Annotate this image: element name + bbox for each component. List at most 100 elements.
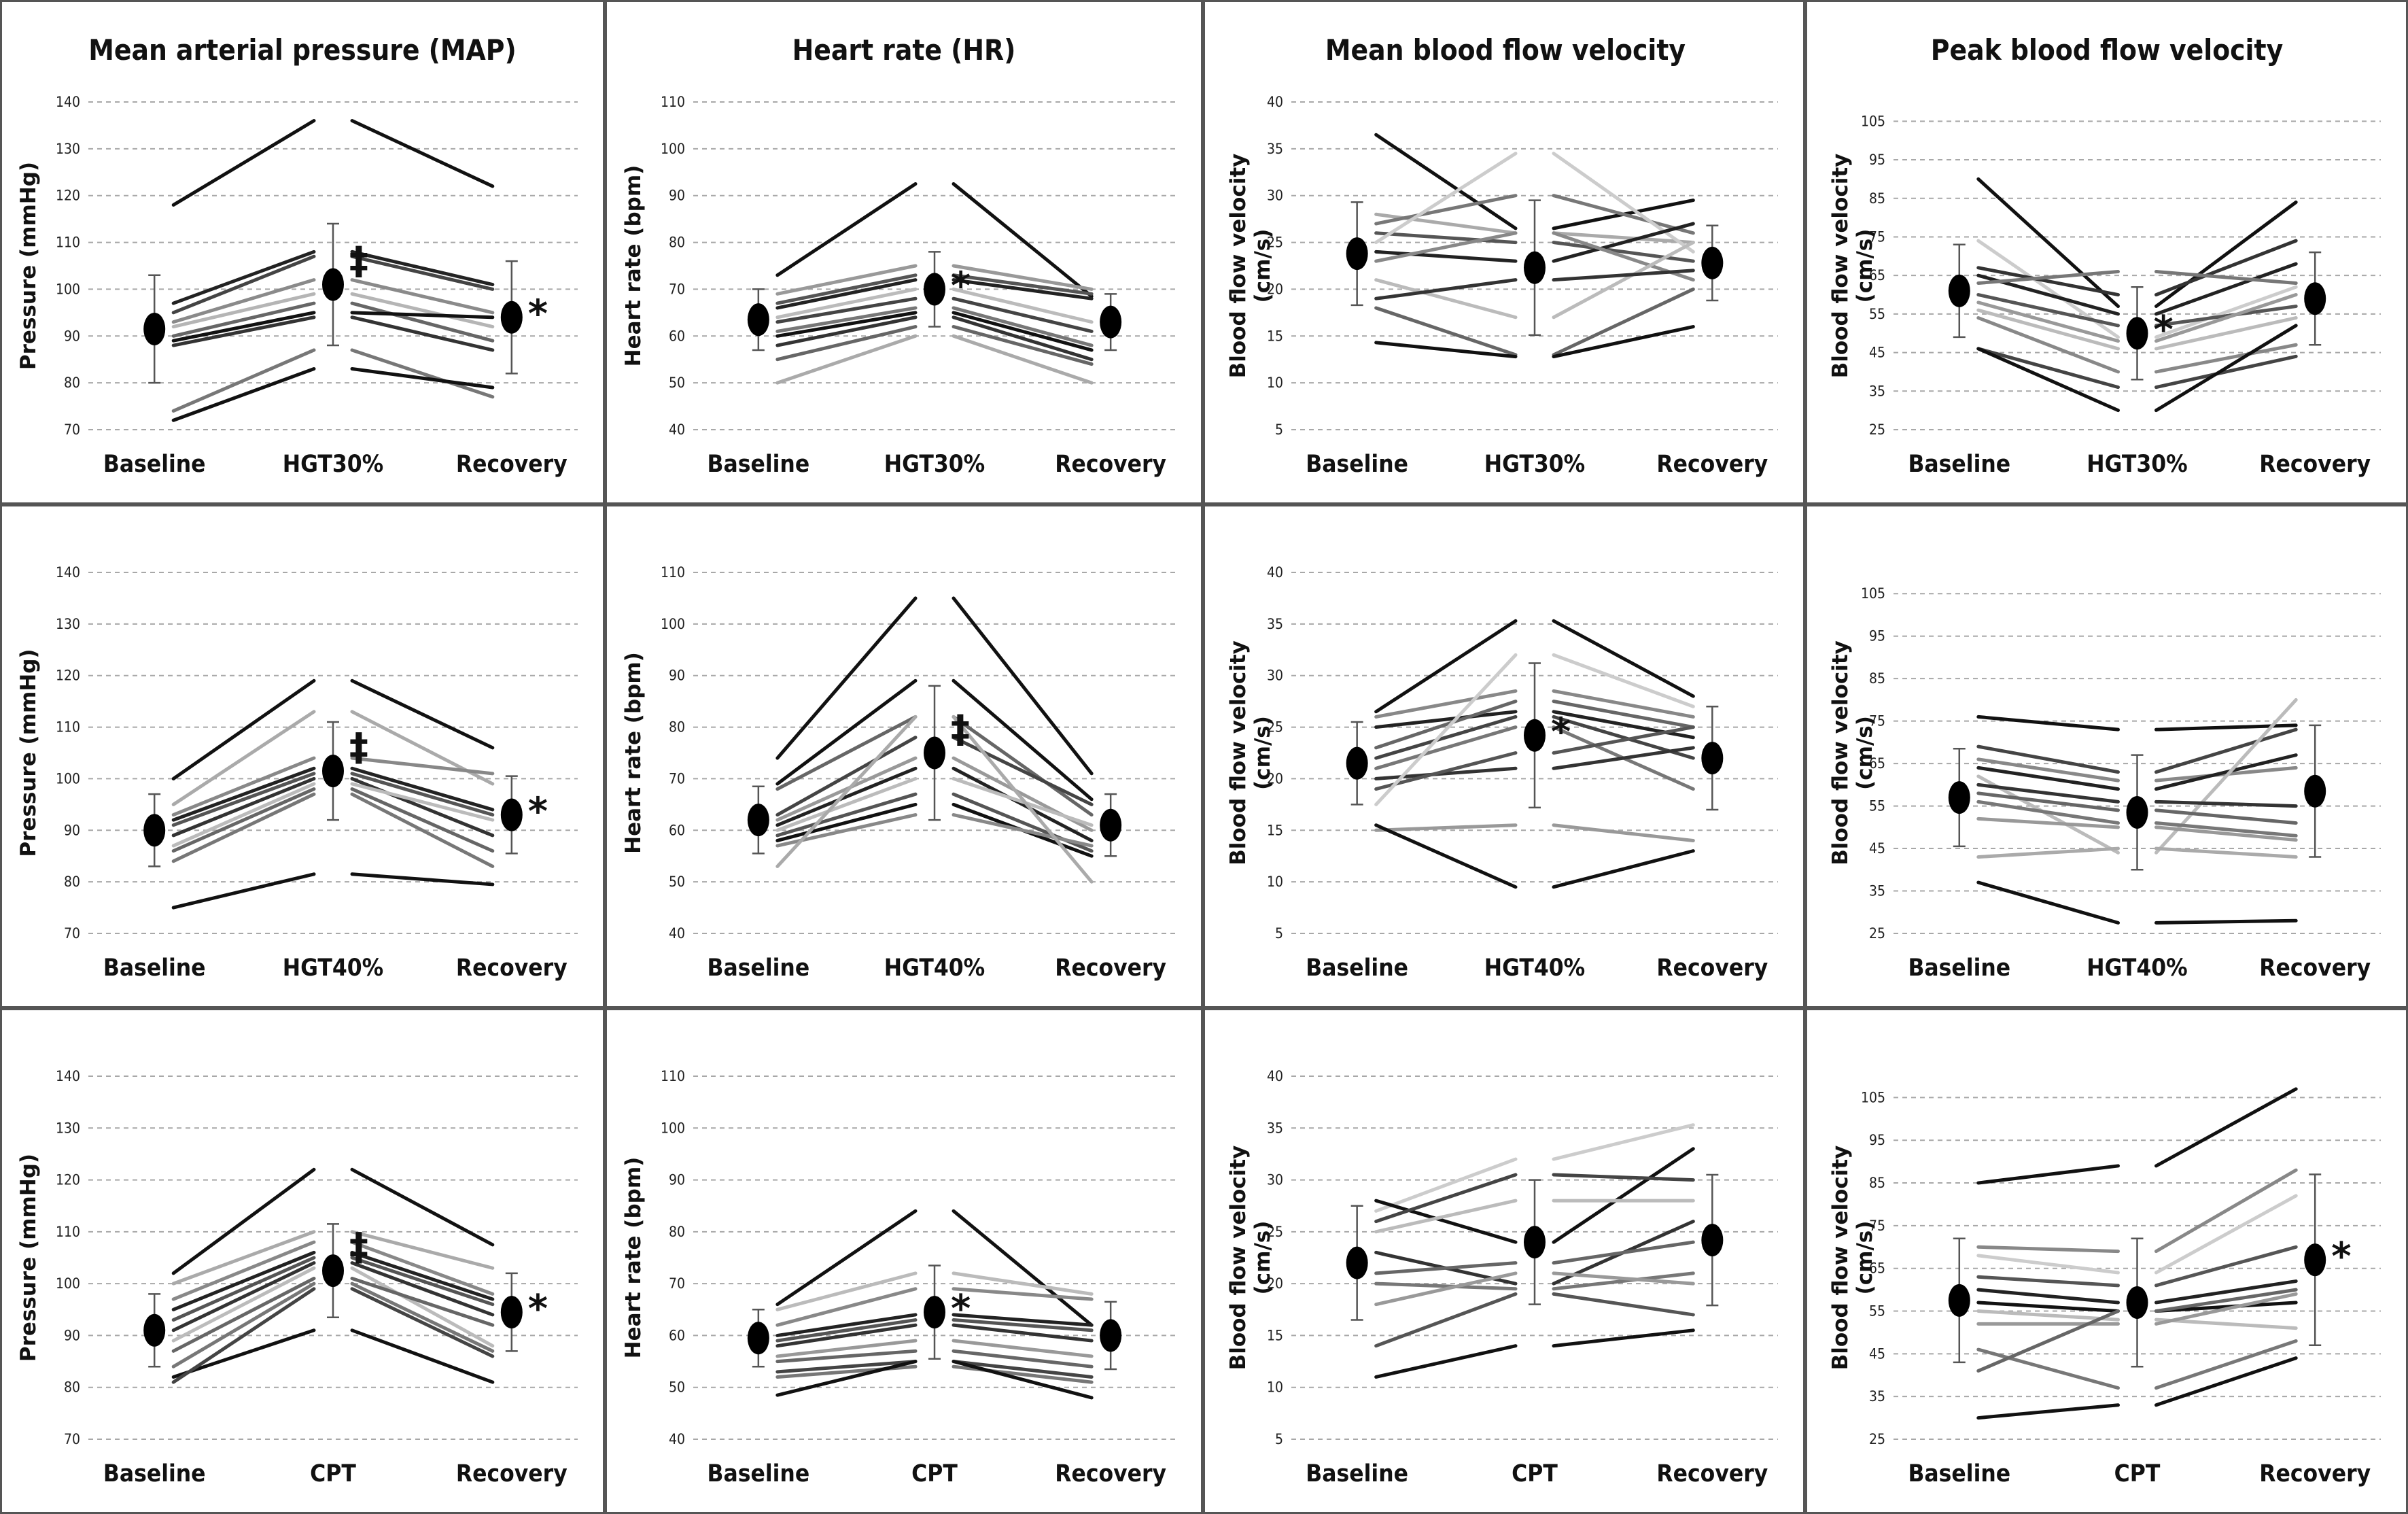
subject-line-segment [952, 736, 1094, 806]
x-category-label: CPT [911, 1460, 958, 1487]
subject-line-segment [2154, 270, 2298, 286]
x-category-label: Recovery [2259, 1460, 2371, 1487]
subject-line-segment [775, 315, 918, 347]
mean-marker [1948, 274, 1970, 307]
significance-marker: * [528, 1287, 548, 1331]
subject-line-segment [171, 278, 316, 324]
y-tick-label: 35 [1869, 883, 1885, 899]
subject-line-segment [1374, 619, 1518, 714]
col-title-peak-velocity: Peak blood flow velocity [1931, 33, 2283, 67]
panel-r2-c3: 25 35 45 55 65 75 85 95 105 Blood flow velocity(c… [1805, 1008, 2408, 1514]
x-category-label: Recovery [456, 954, 568, 982]
mean-marker [1100, 1319, 1122, 1352]
subject-line-segment [775, 1313, 918, 1337]
subject-line-segment [775, 766, 918, 827]
subject-line-segment [1374, 231, 1518, 245]
y-tick-label: 90 [669, 668, 685, 684]
y-tick-label: 60 [669, 328, 685, 344]
subject-line-segment [350, 315, 495, 352]
significance-marker: * [1551, 710, 1571, 755]
panel-border [0, 0, 605, 504]
subject-line-segment [2154, 343, 2298, 374]
subject-line-segment [1374, 1199, 1518, 1234]
mean-marker [500, 1296, 523, 1329]
subject-line-segment [952, 287, 1094, 324]
subject-line-segment [1374, 700, 1518, 750]
mean-marker [2126, 1286, 2148, 1319]
subject-line-segment [350, 1240, 495, 1296]
panel-border [0, 504, 605, 1008]
x-category-label: HGT40% [1484, 954, 1585, 982]
mean-marker [322, 268, 344, 301]
x-category-label: Recovery [1055, 954, 1166, 982]
subject-line-segment [171, 250, 316, 305]
y-axis-label: Pressure (mmHg) [16, 1154, 41, 1362]
subject-line-segment [1976, 266, 2120, 297]
y-tick-label: 95 [1869, 628, 1885, 644]
subject-line-segment [1552, 1123, 1695, 1161]
subject-line-segment [2154, 293, 2298, 343]
subject-line-segment [171, 756, 316, 817]
y-tick-label: 70 [64, 1431, 80, 1447]
subject-line-segment [171, 1277, 316, 1353]
x-category-label: Recovery [1656, 1460, 1768, 1487]
y-tick-label: 140 [56, 94, 80, 110]
subject-line-segment [350, 1281, 495, 1353]
subject-line-segment [952, 1271, 1094, 1296]
subject-line-segment [952, 334, 1094, 385]
subject-line-segment [775, 1287, 918, 1327]
y-tick-label: 10 [1267, 874, 1283, 890]
significance-marker: * [528, 292, 548, 337]
subject-line-segment [1976, 782, 2120, 804]
subject-line-segment [1552, 1271, 1695, 1291]
subject-line-segment [775, 273, 918, 305]
subject-line-segment [171, 348, 316, 413]
y-tick-label: 40 [1267, 1068, 1283, 1084]
subject-line-segment [2154, 239, 2298, 297]
y-tick-label: 10 [1267, 375, 1283, 391]
subject-line-segment [1374, 653, 1518, 806]
subject-line-segment [775, 1271, 918, 1311]
subject-line-segment [775, 776, 918, 832]
subject-line-segment [1552, 241, 1695, 320]
y-tick-label: 95 [1869, 1132, 1885, 1148]
subject-line-segment [952, 325, 1094, 366]
panel-r2-c2: 5 10 15 20 25 30 35 40 Blood flow velocity(cm/s)… [1203, 1008, 1805, 1514]
subject-line-segment [2154, 305, 2298, 328]
subject-line-segment [1976, 799, 2120, 825]
subject-line-segment [775, 736, 918, 817]
subject-line-segment [350, 782, 495, 822]
y-tick-label: 100 [661, 616, 685, 632]
subject-line-segment [952, 1313, 1094, 1327]
x-category-label: Recovery [456, 451, 568, 478]
y-tick-label: 30 [1267, 188, 1283, 204]
subject-line-segment [1976, 270, 2120, 286]
y-axis-label: Blood flow velocity(cm/s) [1226, 640, 1275, 865]
y-tick-label: 25 [1267, 1224, 1283, 1240]
subject-line-segment [1976, 308, 2120, 351]
y-tick-label: 15 [1267, 328, 1283, 344]
y-tick-label: 25 [1869, 421, 1885, 438]
subject-line-segment [171, 1250, 316, 1311]
y-tick-label: 55 [1869, 306, 1885, 322]
subject-line-segment [2154, 753, 2298, 791]
subject-line-segment [775, 1339, 918, 1358]
x-category-label: HGT30% [1484, 451, 1585, 478]
y-tick-label: 55 [1869, 798, 1885, 814]
subject-line-segment [775, 311, 918, 338]
subject-line-segment [775, 1349, 918, 1364]
y-tick-label: 110 [56, 1224, 80, 1240]
subject-line-segment [1374, 1271, 1518, 1307]
subject-line-segment [775, 1318, 918, 1343]
significance-marker: ‡ [349, 239, 368, 283]
mean-marker [1100, 305, 1122, 339]
mean-marker [1701, 1224, 1724, 1257]
y-tick-label: 15 [1267, 1327, 1283, 1343]
panel-r2-c1: 40 50 60 70 80 90 100 110 Heart rate (bpm) Baseli… [605, 1008, 1203, 1514]
subject-line-segment [171, 1230, 316, 1286]
y-tick-label: 40 [669, 925, 685, 942]
subject-line-segment [1552, 241, 1695, 263]
x-category-label: HGT40% [884, 954, 985, 982]
subject-line-segment [1374, 823, 1518, 889]
